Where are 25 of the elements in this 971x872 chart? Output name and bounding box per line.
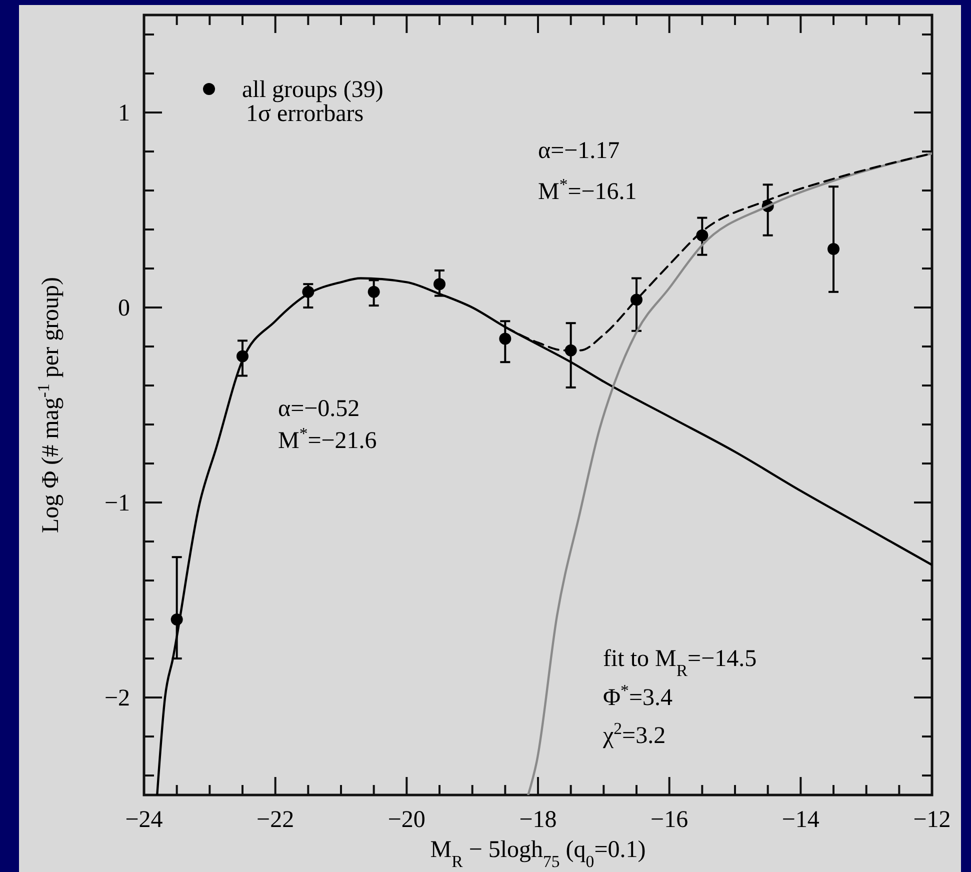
point xyxy=(828,243,840,255)
x-axis-title: M$_{R}$ − 5logh$_{75}$ (q$_{0}$=0.1) xyxy=(430,837,646,870)
annotation: χ$^{2}$=3.2 xyxy=(602,718,666,749)
annotation: M$^{*}$=−16.1 xyxy=(538,174,637,205)
point xyxy=(499,332,512,345)
annotation: α=−1.17 xyxy=(538,138,620,164)
point xyxy=(368,286,380,298)
annotation: fit to M$_{R}$=−14.5 xyxy=(603,646,757,680)
legend-label: all groups (39) xyxy=(242,77,384,103)
annotation: M$^{*}$=−21.6 xyxy=(278,424,377,454)
x-tick-label: −16 xyxy=(650,807,688,833)
y-tick-label: −2 xyxy=(104,686,130,712)
x-tick-label: −12 xyxy=(913,807,951,833)
x-tick-label: −24 xyxy=(125,807,163,833)
y-tick-label: 1 xyxy=(118,100,130,126)
y-tick-label: 0 xyxy=(118,296,130,322)
x-tick-label: −14 xyxy=(782,807,820,833)
annotation: Φ$^{*}$=3.4 xyxy=(603,680,672,711)
point xyxy=(434,278,446,290)
x-tick-label: −22 xyxy=(256,807,294,833)
x-tick-label: −20 xyxy=(388,807,426,833)
x-tick-label: −18 xyxy=(519,807,557,833)
annotation: 1σ errorbars xyxy=(246,101,364,127)
y-tick-label: −1 xyxy=(104,490,130,516)
annotation: α=−0.52 xyxy=(278,396,360,422)
